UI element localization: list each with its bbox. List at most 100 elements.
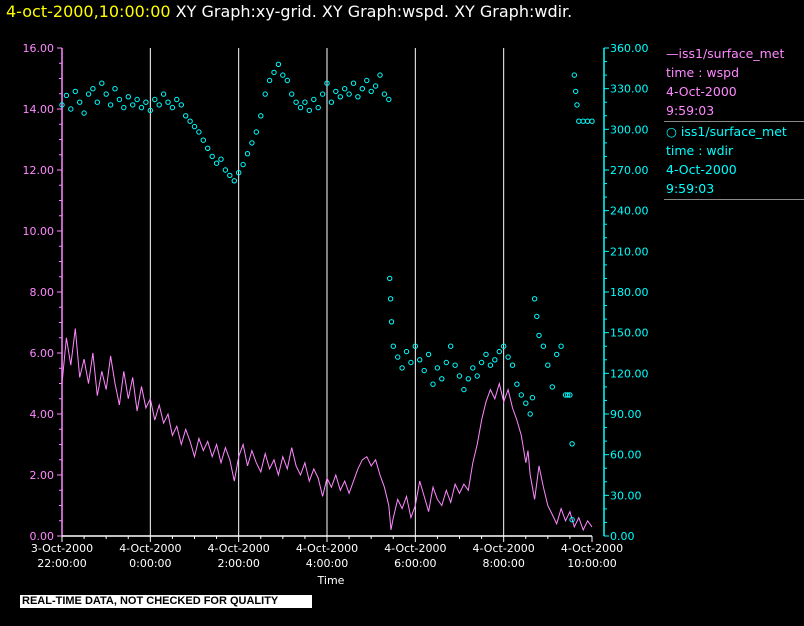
left-tick-label: 16.00: [23, 42, 55, 55]
wdir-point: [333, 88, 339, 95]
legend-entry-wdir: ○ iss1/surface_met time : wdir 4-Oct-200…: [664, 122, 804, 200]
wdir-point: [589, 118, 595, 124]
wdir-point: [289, 91, 295, 97]
wdir-point: [165, 99, 171, 105]
wdir-point: [59, 102, 65, 108]
wdir-point: [293, 99, 299, 105]
wdir-point: [174, 96, 180, 103]
wdir-point: [368, 88, 374, 95]
legend-wdir-date: 4-Oct-2000: [666, 162, 737, 177]
wdir-point: [103, 91, 109, 97]
wdir-point: [448, 343, 454, 349]
wdir-point: [213, 160, 220, 166]
wdir-point: [478, 359, 485, 366]
right-tick-label: 240.00: [610, 205, 649, 218]
left-tick-label: 4.00: [30, 408, 55, 421]
wdir-point: [324, 80, 330, 86]
wspd-series-line: [61, 328, 593, 532]
wdir-point: [244, 151, 251, 157]
wdir-point: [492, 357, 498, 363]
wdir-point: [297, 104, 304, 111]
x-tick-time-label: 2:00:00: [217, 557, 259, 570]
wdir-point: [107, 102, 114, 108]
legend-wdir-time: 9:59:03: [666, 181, 715, 196]
left-tick-label: 2.00: [30, 469, 55, 482]
wdir-point: [346, 91, 352, 97]
wdir-point: [470, 365, 476, 371]
wdir-point: [187, 118, 193, 124]
wdir-point: [231, 178, 238, 184]
wdir-point: [240, 161, 246, 168]
wdir-point: [315, 104, 321, 111]
wdir-point: [381, 91, 388, 97]
legend-wspd-source: —iss1/surface_met: [666, 46, 785, 61]
wdir-point: [266, 77, 273, 84]
vertical-grid: [149, 48, 505, 536]
wdir-point: [342, 86, 348, 92]
wdir-point: [403, 348, 410, 355]
wdir-point: [200, 137, 207, 143]
wdir-point: [280, 72, 286, 78]
wdir-point: [565, 392, 571, 398]
wdir-point: [584, 118, 591, 124]
x-tick-time-label: 22:00:00: [37, 557, 86, 570]
wdir-point: [138, 104, 145, 111]
wdir-point: [465, 376, 471, 382]
x-tick-time-label: 10:00:00: [567, 557, 616, 570]
wdir-point: [439, 376, 445, 382]
wdir-point: [456, 373, 463, 379]
wdir-point: [68, 106, 74, 112]
wdir-point: [328, 99, 335, 105]
wdir-point: [554, 351, 560, 358]
right-tick-label: 330.00: [610, 83, 649, 96]
wdir-point: [72, 88, 79, 95]
wdir-point: [134, 96, 140, 103]
wdir-point: [99, 80, 105, 86]
wdir-point: [386, 96, 392, 103]
legend-wdir-source: ○ iss1/surface_met: [666, 124, 787, 139]
wdir-point: [156, 102, 162, 108]
wdir-point: [417, 357, 423, 363]
wdir-point: [531, 296, 538, 302]
x-tick-time-label: 0:00:00: [129, 557, 171, 570]
wdir-point: [390, 343, 396, 349]
wdir-point: [545, 362, 551, 368]
wdir-point: [284, 77, 290, 84]
wdir-point: [534, 313, 540, 320]
wdir-point: [523, 400, 529, 406]
wdir-point: [130, 102, 136, 108]
wspd-line: [61, 328, 593, 532]
x-tick-date-label: 4-Oct-2000: [473, 542, 535, 555]
x-axis-label: Time: [317, 574, 345, 587]
wdir-point: [183, 113, 189, 119]
wdir-point: [90, 86, 96, 92]
x-tick-date-label: 4-Oct-2000: [296, 542, 358, 555]
wdir-point: [443, 359, 449, 366]
wdir-point: [337, 94, 343, 100]
wdir-point: [408, 359, 414, 366]
wdir-point: [569, 441, 575, 447]
wdir-point: [549, 384, 555, 390]
wdir-point: [262, 91, 268, 97]
wdir-point: [364, 77, 370, 84]
graph-titles-label: XY Graph:xy-grid. XY Graph:wspd. XY Grap…: [175, 2, 573, 21]
wdir-point: [395, 354, 401, 360]
wdir-point: [359, 86, 365, 92]
wdir-point: [377, 72, 383, 78]
wdir-series-points: [59, 61, 595, 523]
x-tick-time-label: 4:00:00: [306, 557, 348, 570]
wdir-point: [77, 99, 83, 105]
wdir-point: [253, 129, 259, 135]
wdir-point: [63, 92, 70, 99]
wdir-point: [461, 386, 467, 393]
wdir-point: [94, 99, 101, 105]
wdir-point: [218, 156, 224, 162]
wdir-point: [112, 86, 118, 92]
wdir-point: [527, 411, 533, 417]
left-tick-label: 8.00: [30, 286, 55, 299]
wdir-point: [227, 172, 233, 179]
wdir-point: [196, 129, 202, 135]
x-tick-date-label: 3-Oct-2000: [31, 542, 93, 555]
graph-header: 4-oct-2000,10:00:00 XY Graph:xy-grid. XY…: [6, 0, 572, 26]
wdir-point: [178, 102, 185, 108]
